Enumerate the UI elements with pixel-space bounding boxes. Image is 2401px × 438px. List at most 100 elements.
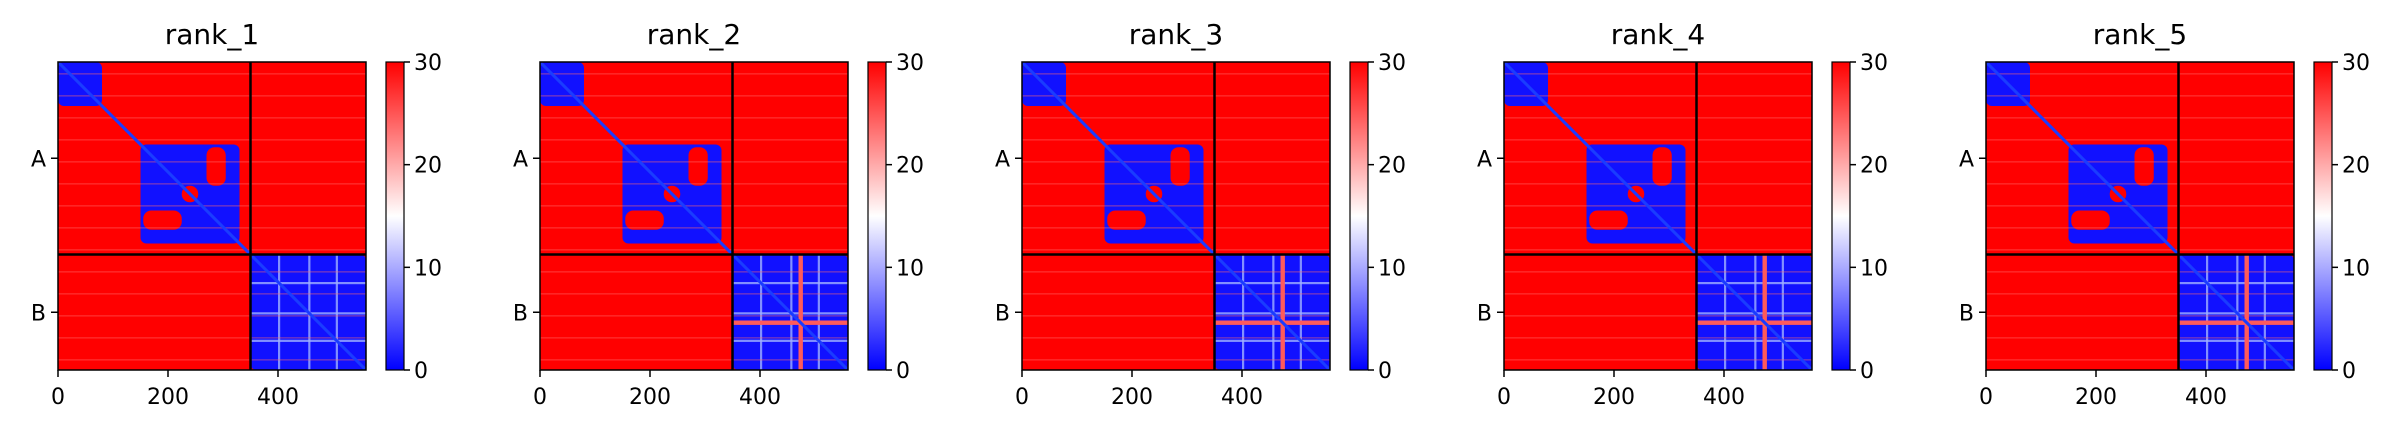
heatmap-cell [1022, 139, 1330, 141]
colorbar-tick-label: 10 [1378, 256, 1406, 281]
colorbar-tick-label: 30 [414, 51, 442, 76]
y-tick-label: A [1477, 147, 1492, 172]
heatmap-panel-3: rank_3 0 200 400 A B 0 10 20 30 [995, 18, 1406, 410]
heatmap-cell [58, 315, 366, 317]
heatmap-cell [1504, 293, 1812, 295]
colorbar-tick-label: 30 [1860, 51, 1888, 76]
heatmap-cell [1214, 320, 1330, 325]
heatmap-cell [1696, 339, 1812, 342]
heatmap-cell [58, 95, 366, 97]
heatmap-frame [1503, 61, 1813, 371]
colorbar-tick-label: 0 [896, 359, 910, 384]
x-tick-label: 400 [1703, 385, 1745, 410]
x-tick-label: 200 [629, 385, 671, 410]
heatmap-cell [1022, 183, 1330, 185]
heatmap-cell [1986, 117, 2294, 119]
colorbar-tick-label: 0 [1378, 359, 1392, 384]
colorbar-tick-label: 20 [896, 154, 924, 179]
heatmap-cell [540, 183, 848, 185]
colorbar-tick-label: 30 [1378, 51, 1406, 76]
heatmap-cell [1022, 293, 1330, 295]
colorbar-tick-label: 10 [414, 256, 442, 281]
heatmap-cell [732, 320, 848, 325]
heatmap-cell [1589, 210, 1628, 230]
heatmap-cell [2178, 339, 2294, 342]
heatmap-cell [817, 254, 820, 370]
heatmap-cell [1504, 271, 1812, 273]
heatmap-cell [2244, 254, 2249, 370]
heatmap-cell [58, 271, 366, 273]
heatmap-cell [1280, 254, 1285, 370]
colorbar-tick-label: 0 [414, 359, 428, 384]
heatmap-cell [58, 205, 366, 207]
heatmap-cell [1022, 249, 1330, 251]
heatmap-cell [58, 359, 366, 361]
heatmap-cell [1022, 271, 1330, 273]
heatmap-cell [1022, 117, 1330, 119]
heatmap-cell [2263, 254, 2266, 370]
heatmap-diagonal [1022, 62, 1330, 370]
colorbar [1831, 61, 1851, 371]
y-tick-label: B [1959, 301, 1974, 326]
heatmap-cell [1022, 95, 1330, 97]
heatmap-cell [625, 210, 664, 230]
heatmap-cell [1022, 227, 1330, 229]
heatmap-cell [1022, 205, 1330, 207]
y-tick-label: A [513, 147, 528, 172]
panel-title: rank_1 [165, 18, 259, 51]
colorbar-tick-label: 10 [2342, 256, 2370, 281]
heatmap-cell [540, 359, 848, 361]
heatmap-cell [1986, 337, 2294, 339]
heatmap-cell [1986, 293, 2294, 295]
heatmap-cell [540, 337, 848, 339]
heatmap-cell [540, 139, 848, 141]
x-tick-label: 0 [533, 385, 547, 410]
heatmap-cell [1170, 147, 1190, 186]
colorbar [2313, 61, 2333, 371]
heatmap-cell [1504, 73, 1812, 75]
heatmap-cell [1504, 249, 1812, 251]
heatmap-image [1022, 62, 1330, 370]
colorbar [1349, 61, 1369, 371]
y-tick-label: B [513, 301, 528, 326]
heatmap-cell [1696, 320, 1812, 325]
colorbar-tick-label: 0 [1860, 359, 1874, 384]
heatmap-panel-2: rank_2 0 200 400 A B 0 10 20 30 [513, 18, 924, 410]
y-tick-label: B [995, 301, 1010, 326]
heatmap-panel-1: rank_1 0 200 400 A B 0 10 20 30 [31, 18, 442, 410]
heatmap-cell [1652, 147, 1672, 186]
heatmap-cell [1504, 337, 1812, 339]
panel-title: rank_2 [647, 18, 741, 51]
x-tick-label: 200 [147, 385, 189, 410]
y-tick-label: A [1959, 147, 1974, 172]
heatmap-cell [798, 254, 803, 370]
heatmap-cell [540, 73, 848, 75]
heatmap-cell [1986, 73, 2294, 75]
heatmap-cell [1022, 337, 1330, 339]
heatmap-cell [1504, 183, 1812, 185]
heatmap-cell [1504, 227, 1812, 229]
colorbar-tick-label: 10 [896, 256, 924, 281]
heatmap-image [58, 62, 366, 370]
heatmap-cell [1504, 205, 1812, 207]
heatmap-cell [58, 337, 366, 339]
heatmap-cell [2134, 147, 2154, 186]
heatmap-cell [1022, 359, 1330, 361]
heatmap-cell [1986, 359, 2294, 361]
heatmap-image [1986, 62, 2294, 370]
heatmap-cell [58, 293, 366, 295]
colorbar-tick-label: 20 [414, 154, 442, 179]
heatmap-cell [2071, 210, 2110, 230]
heatmap-cell [1986, 139, 2294, 141]
heatmap-cell [1022, 315, 1330, 317]
heatmap-cell [1022, 73, 1330, 75]
heatmap-cell [1299, 254, 1302, 370]
heatmap-cell [540, 293, 848, 295]
heatmap-cell [540, 315, 848, 317]
heatmap-cell [1504, 161, 1812, 163]
x-tick-label: 400 [739, 385, 781, 410]
heatmap-cell [1022, 161, 1330, 163]
heatmap-cell [143, 210, 182, 230]
heatmap-diagonal [58, 62, 366, 370]
